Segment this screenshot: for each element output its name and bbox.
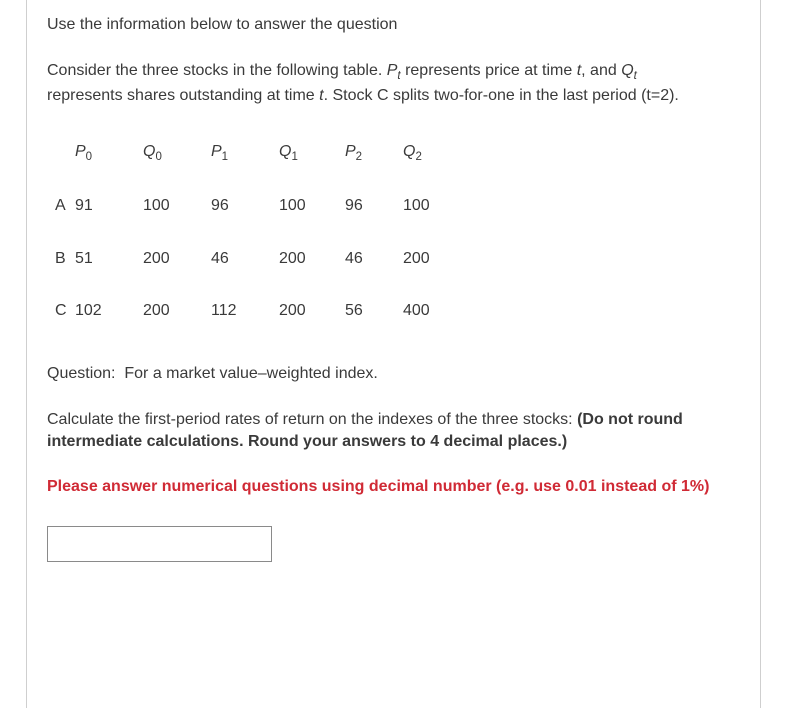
calc-text: Calculate the first-period rates of retu… — [47, 411, 577, 428]
q-var: Q — [621, 62, 633, 79]
decimal-warning: Please answer numerical questions using … — [47, 476, 740, 498]
intro-text: Use the information below to answer the … — [47, 14, 740, 36]
cell-q0: 100 — [143, 195, 211, 217]
context-part2: represents price at time — [401, 62, 577, 79]
row-label: A — [55, 195, 75, 217]
cell-p0: 91 — [75, 195, 143, 217]
cell-p0: 102 — [75, 300, 143, 322]
context-paragraph: Consider the three stocks in the followi… — [47, 60, 740, 107]
header-q1: Q1 — [279, 141, 345, 165]
table-header-row: P0 Q0 P1 Q1 P2 Q2 — [55, 141, 740, 165]
cell-p0: 51 — [75, 248, 143, 270]
context-part4: represents shares outstanding at time — [47, 87, 319, 104]
q-var-sub: t — [634, 71, 637, 83]
cell-q1: 100 — [279, 195, 345, 217]
stock-table: P0 Q0 P1 Q1 P2 Q2 A 91 100 96 100 96 100… — [55, 141, 740, 322]
table-row: B 51 200 46 200 46 200 — [55, 248, 740, 270]
context-part1: Consider the three stocks in the followi… — [47, 62, 387, 79]
header-p2: P2 — [345, 141, 403, 165]
cell-q2: 200 — [403, 248, 461, 270]
header-q2: Q2 — [403, 141, 461, 165]
cell-q0: 200 — [143, 248, 211, 270]
cell-p1: 96 — [211, 195, 279, 217]
answer-input[interactable] — [47, 526, 272, 562]
cell-q1: 200 — [279, 300, 345, 322]
cell-q0: 200 — [143, 300, 211, 322]
header-q0: Q0 — [143, 141, 211, 165]
cell-q2: 400 — [403, 300, 461, 322]
row-label: B — [55, 248, 75, 270]
row-label: C — [55, 300, 75, 322]
context-part5: . Stock C splits two-for-one in the last… — [324, 87, 679, 104]
calc-instruction: Calculate the first-period rates of retu… — [47, 409, 740, 454]
header-p0: P0 — [75, 141, 143, 165]
cell-p1: 112 — [211, 300, 279, 322]
cell-q1: 200 — [279, 248, 345, 270]
cell-p2: 56 — [345, 300, 403, 322]
cell-p2: 46 — [345, 248, 403, 270]
table-row: A 91 100 96 100 96 100 — [55, 195, 740, 217]
context-part3: , and — [581, 62, 621, 79]
header-p1: P1 — [211, 141, 279, 165]
cell-p2: 96 — [345, 195, 403, 217]
cell-p1: 46 — [211, 248, 279, 270]
table-row: C 102 200 112 200 56 400 — [55, 300, 740, 322]
question-card: Use the information below to answer the … — [26, 0, 761, 708]
p-var: P — [387, 62, 398, 79]
question-line: Question: For a market value–weighted in… — [47, 363, 740, 385]
cell-q2: 100 — [403, 195, 461, 217]
